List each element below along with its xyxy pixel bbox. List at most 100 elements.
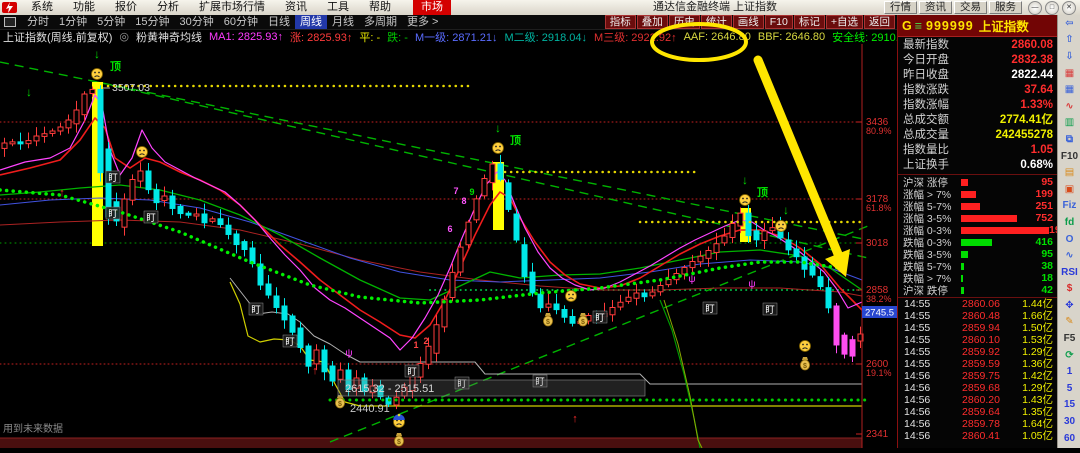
distribution-value: 38 — [1041, 260, 1053, 272]
title-button-0[interactable]: 行情 — [884, 1, 917, 14]
distribution-value: 416 — [1035, 236, 1053, 248]
svg-text:$: $ — [581, 319, 585, 326]
period-tab-7[interactable]: 周线 — [295, 15, 327, 29]
bottom-price-label: 2440.91 — [350, 403, 390, 415]
board-grid-icon[interactable]: ▦ — [1064, 84, 1075, 96]
menu-item-3[interactable]: 分析 — [157, 1, 179, 13]
menu-item-market[interactable]: 市场 — [413, 0, 451, 15]
sell-arrow-icon: ↓ — [94, 47, 100, 61]
quote-panel-header[interactable]: G ≡ 999999 上证指数 — [898, 15, 1057, 37]
title-button-2[interactable]: 交易 — [954, 1, 987, 14]
period-60-button[interactable]: 60 — [1063, 432, 1076, 444]
period-tab-2[interactable]: 5分钟 — [97, 16, 126, 28]
tick-time: 14:56 — [904, 406, 931, 418]
quote-grid-icon[interactable]: ▦ — [1064, 67, 1075, 79]
close-button[interactable]: ✕ — [1062, 1, 1076, 15]
indicator-value-4: 涨: 2825.93↑ — [290, 31, 353, 44]
f10-icon[interactable]: F10 — [1060, 150, 1079, 162]
minimize-button[interactable]: — — [1028, 1, 1042, 15]
period-1-button[interactable]: 1 — [1066, 366, 1073, 378]
menu-item-1[interactable]: 功能 — [73, 1, 95, 13]
index-name: 上证指数 — [978, 20, 1029, 34]
menu-item-4[interactable]: 扩展市场行情 — [199, 1, 265, 13]
buy-arrow-icon: ↑ — [59, 187, 65, 199]
quote-label: 指数涨跌 — [903, 84, 949, 96]
period-5-button[interactable]: 5 — [1066, 382, 1073, 394]
maximize-button[interactable]: □ — [1045, 1, 1059, 15]
period-tab-3[interactable]: 15分钟 — [135, 16, 170, 28]
chart-tool-button-8[interactable]: 返回 — [864, 15, 895, 29]
menu-item-5[interactable]: 资讯 — [285, 1, 307, 13]
period-30-button[interactable]: 30 — [1063, 416, 1076, 428]
back-arrow-icon[interactable]: ⇦ — [1065, 17, 1074, 29]
move-icon[interactable]: ✥ — [1065, 299, 1074, 311]
chart-tool-button-6[interactable]: 标记 — [793, 15, 825, 29]
tick-amount: 1.43亿 — [1022, 394, 1053, 406]
quote-label: 昨日收盘 — [903, 69, 949, 81]
wave-icon[interactable]: ∿ — [1065, 250, 1074, 262]
title-button-1[interactable]: 资讯 — [919, 1, 952, 14]
menu-item-6[interactable]: 工具 — [327, 1, 349, 13]
chart-tool-button-7[interactable]: +自选 — [825, 15, 863, 29]
trend-line[interactable] — [96, 81, 869, 259]
chart-tool-button-0[interactable]: 指标 — [604, 15, 636, 29]
menu-item-0[interactable]: 系统 — [31, 1, 53, 13]
distribution-value: 42 — [1041, 284, 1053, 296]
draw-pencil-icon[interactable]: ✎ — [1065, 316, 1074, 328]
period-tab-6[interactable]: 日线 — [268, 16, 290, 28]
chart-tool-button-4[interactable]: 画线 — [732, 15, 764, 29]
fiz-icon[interactable]: Fiz — [1062, 200, 1077, 212]
refresh-icon[interactable]: ⟳ — [1065, 349, 1074, 361]
kline-icon[interactable]: ▥ — [1064, 117, 1075, 129]
tick-list[interactable]: 14:55 2860.06 1.44亿 14:55 2860.48 1.66亿 14:55 2… — [898, 298, 1057, 442]
title-button-3[interactable]: 服务 — [989, 1, 1022, 14]
trend-line[interactable] — [329, 225, 869, 443]
svg-text:盯: 盯 — [108, 173, 118, 184]
block-icon[interactable]: ▣ — [1064, 183, 1075, 195]
tick-time: 14:55 — [904, 334, 931, 346]
trend-line-icon[interactable]: ∿ — [1065, 100, 1074, 112]
svg-text:盯: 盯 — [535, 377, 545, 388]
period-15-button[interactable]: 15 — [1063, 399, 1076, 411]
up-arrow-icon[interactable]: ⇧ — [1065, 34, 1074, 46]
trend-line[interactable] — [0, 61, 869, 241]
money-icon[interactable]: $ — [1066, 283, 1073, 295]
period-tab-1[interactable]: 1分钟 — [59, 16, 88, 28]
svg-text:盯: 盯 — [285, 337, 295, 348]
tick-time: 14:55 — [904, 346, 931, 358]
tick-time: 14:56 — [904, 394, 931, 406]
fund-icon[interactable]: fd — [1064, 216, 1075, 228]
f5-icon[interactable]: F5 — [1063, 333, 1076, 345]
indicator-value-9: M三级: 2922.92↑ — [594, 31, 677, 44]
multi-window-icon[interactable]: ⧉ — [1065, 133, 1074, 145]
chart-tool-button-2[interactable]: 历史 — [668, 15, 700, 29]
period-tab-5[interactable]: 60分钟 — [223, 16, 258, 28]
distribution-row: 跌幅 3-5% 95 — [898, 248, 1057, 261]
distribution-value: 18 — [1041, 272, 1053, 284]
watch-label: 盯 — [248, 302, 264, 316]
chart-tool-button-5[interactable]: F10 — [764, 15, 793, 29]
svg-text:盯: 盯 — [595, 313, 605, 324]
circle-icon[interactable]: O — [1065, 233, 1074, 245]
report-icon[interactable]: ▤ — [1064, 167, 1075, 179]
layout-icon[interactable] — [4, 17, 16, 27]
quote-value: 2774.41亿 — [999, 114, 1053, 126]
menu-item-7[interactable]: 帮助 — [369, 1, 391, 13]
indicator-value-6: 跌: - — [387, 31, 408, 44]
distribution-label: 沪深 涨停 — [903, 176, 948, 189]
chart-tool-button-3[interactable]: 统计 — [700, 15, 732, 29]
down-arrow-icon[interactable]: ⇩ — [1065, 50, 1074, 62]
period-tab-0[interactable]: 分时 — [27, 16, 49, 28]
period-tab-9[interactable]: 多周期 — [364, 16, 397, 28]
menu-item-2[interactable]: 报价 — [115, 1, 137, 13]
period-tab-8[interactable]: 月线 — [332, 16, 354, 28]
candlestick-chart[interactable]: $ $ $ $ $ 顶顶顶 ↓ ↓ ↓ ↓ ↓ ↑ ↑ ↑ 盯盯盯盯盯盯盯盯盯盯盯 ψ ψ ψ 7 8 9 6 1 2 3507… — [0, 44, 897, 449]
chart-tool-button-1[interactable]: 叠加 — [636, 15, 668, 29]
tick-row: 14:56 2859.68 1.29亿 — [898, 382, 1057, 394]
tick-time: 14:55 — [904, 322, 931, 334]
period-tab-10[interactable]: 更多 > — [407, 16, 439, 28]
period-tab-4[interactable]: 30分钟 — [179, 16, 214, 28]
rsi-icon[interactable]: RSI — [1061, 266, 1078, 278]
indicator-value-1: ◎ — [119, 31, 129, 43]
menu-icon[interactable]: ≡ — [914, 18, 923, 33]
